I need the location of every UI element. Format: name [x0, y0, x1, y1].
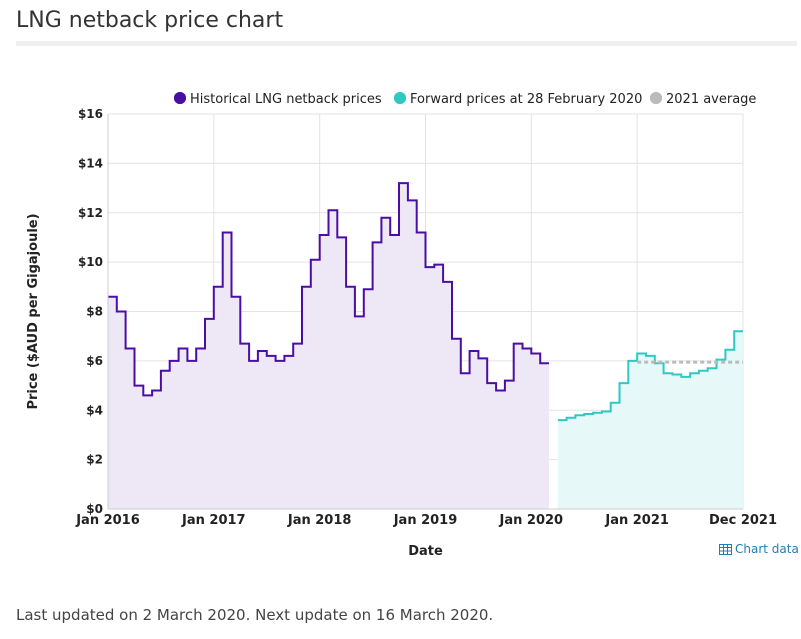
- area-layer: [108, 183, 743, 509]
- y-tick-label: $4: [86, 403, 103, 417]
- y-tick-label: $16: [78, 107, 103, 121]
- legend-forward: Forward prices at 28 February 2020: [394, 92, 642, 107]
- legend-historical: Historical LNG netback prices: [174, 92, 382, 107]
- chart-data-label[interactable]: Chart data: [735, 542, 799, 556]
- x-tick-label: Jan 2017: [181, 513, 246, 528]
- forward-series-line: [557, 330, 743, 422]
- forward-series-area: [557, 331, 743, 509]
- update-note: Last updated on 2 March 2020. Next updat…: [16, 606, 494, 624]
- y-tick-label: $8: [86, 305, 103, 319]
- historical-series-line: [108, 182, 549, 397]
- legend-label: 2021 average: [666, 92, 756, 107]
- table-icon: [719, 543, 732, 555]
- x-tick-label: Jan 2021: [604, 513, 669, 528]
- x-tick-label: Dec 2021: [709, 513, 777, 528]
- line-layer: [108, 182, 743, 422]
- legend-layer: Historical LNG netback prices Forward pri…: [174, 92, 756, 107]
- chart-data-button[interactable]: Chart data: [719, 542, 799, 556]
- y-tick-label: $12: [78, 206, 103, 220]
- lng-netback-chart: $0 $2 $4 $6 $8 $10 $12 $14 $16 Jan 2016 Jan 2017 Ja…: [26, 92, 777, 559]
- y-tick-label: $14: [78, 156, 103, 170]
- x-axis-title: Date: [408, 544, 443, 559]
- y-tick-label: $2: [86, 453, 103, 467]
- x-tick-label: Jan 2016: [75, 513, 140, 528]
- legend-label: Forward prices at 28 February 2020: [410, 92, 642, 107]
- page-title: LNG netback price chart: [16, 8, 284, 33]
- x-tick-label: Jan 2020: [499, 513, 564, 528]
- y-tick-label: $6: [86, 354, 103, 368]
- y-axis-title: Price ($AUD per Gigajoule): [26, 213, 41, 409]
- legend-label: Historical LNG netback prices: [190, 92, 382, 107]
- x-tick-label: Jan 2019: [393, 513, 458, 528]
- axis-layer: $0 $2 $4 $6 $8 $10 $12 $14 $16 Jan 2016 Jan 2017 Ja…: [26, 107, 777, 559]
- legend-average: 2021 average: [650, 92, 756, 107]
- legend-marker: [174, 92, 186, 104]
- y-tick-label: $10: [78, 255, 103, 269]
- legend-marker: [394, 92, 406, 104]
- y-tick-label: $0: [86, 502, 103, 516]
- title-divider: [16, 41, 797, 46]
- legend-marker: [650, 92, 662, 104]
- historical-series-area: [108, 183, 549, 509]
- x-tick-label: Jan 2018: [287, 513, 352, 528]
